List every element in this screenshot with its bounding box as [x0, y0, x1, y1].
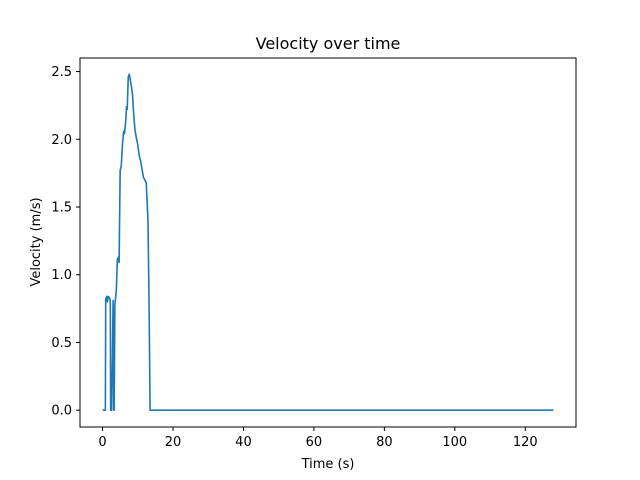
x-tick-label: 80 — [376, 435, 393, 450]
x-tick-label: 100 — [442, 435, 467, 450]
x-tick-label: 120 — [513, 435, 538, 450]
chart-title: Velocity over time — [256, 34, 401, 53]
y-tick-label: 1.0 — [51, 268, 72, 283]
x-axis-label: Time (s) — [301, 457, 355, 472]
plot-area — [102, 73, 554, 412]
y-tick-label: 1.5 — [51, 201, 72, 216]
y-tick-label: 2.5 — [51, 65, 72, 80]
velocity-series-line — [102, 73, 554, 412]
x-tick-label: 20 — [165, 435, 182, 450]
x-tick-label: 40 — [235, 435, 252, 450]
y-axis-ticks: 0.0 0.5 1.0 1.5 2.0 2.5 — [51, 65, 80, 419]
y-axis-label: Velocity (m/s) — [29, 197, 44, 286]
y-tick-label: 0.5 — [51, 336, 72, 351]
axes-frame — [79, 57, 577, 428]
y-tick-label: 0.0 — [51, 404, 72, 419]
x-tick-label: 60 — [306, 435, 323, 450]
x-axis-ticks: 0 20 40 60 80 100 120 — [98, 427, 538, 450]
x-tick-label: 0 — [98, 435, 106, 450]
y-tick-label: 2.0 — [51, 133, 72, 148]
